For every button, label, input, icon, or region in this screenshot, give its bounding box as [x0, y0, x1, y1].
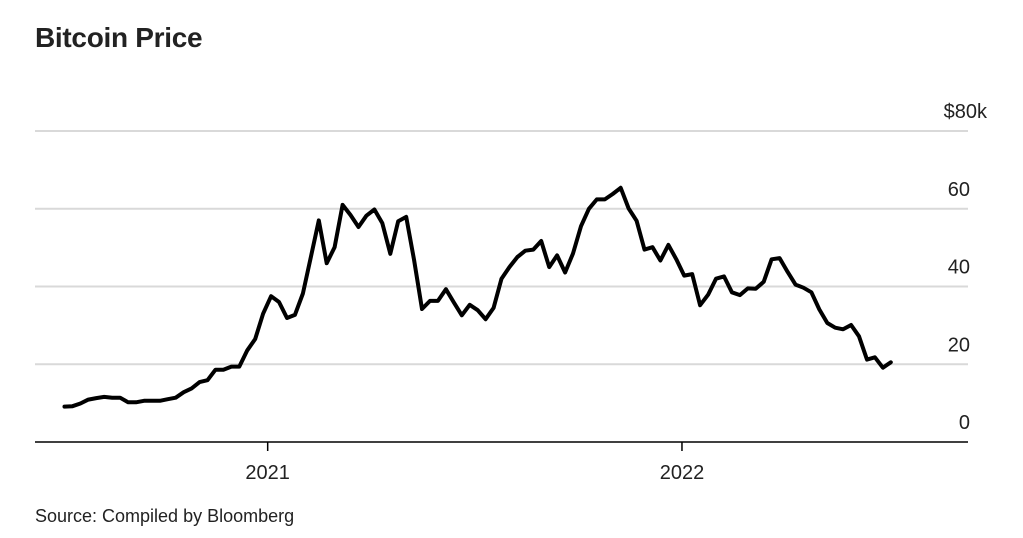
y-tick-label: $80k — [944, 101, 988, 123]
y-tick-label: 0 — [959, 412, 970, 434]
gridlines — [35, 130, 968, 366]
source-note: Source: Compiled by Bloomberg — [35, 506, 295, 526]
y-tick-label: 20 — [948, 334, 970, 356]
y-tick-label: 40 — [948, 257, 970, 279]
price-line — [62, 185, 893, 409]
y-axis-labels: 0 20 40 60 $80k — [944, 101, 988, 434]
x-tick-label: 2022 — [660, 462, 705, 484]
x-axis-ticks: 2021 2022 — [245, 442, 704, 484]
x-tick-label: 2021 — [245, 462, 290, 484]
y-tick-label: 60 — [948, 179, 970, 201]
chart-title: Bitcoin Price — [35, 22, 203, 53]
